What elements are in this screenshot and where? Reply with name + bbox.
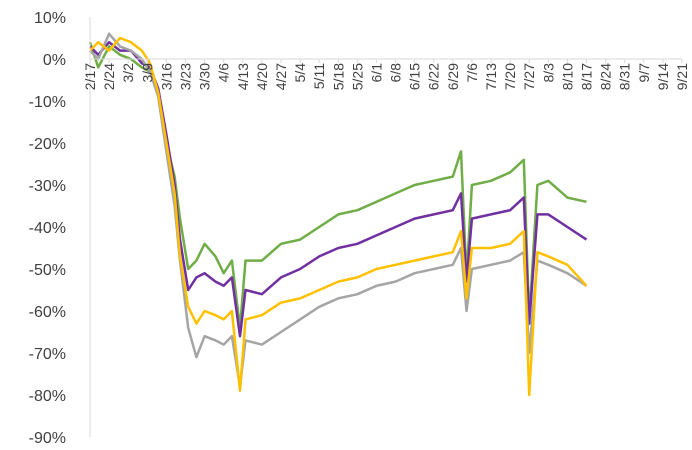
x-tick-label: 7/13 (483, 63, 499, 90)
axes-layer: 10% 0% -10% -20% -30% -40% -50% -60% -70% -80% -90… (29, 10, 690, 447)
x-tick-label: 6/1 (368, 63, 384, 83)
x-tick-label: 9/7 (636, 63, 652, 83)
y-tick-label: 10% (34, 10, 66, 27)
y-tick-label: -90% (29, 430, 66, 447)
y-tick-label: -20% (29, 136, 66, 153)
x-tick-label: 6/15 (407, 63, 423, 90)
x-tick-label: 4/20 (254, 63, 270, 90)
x-tick-label: 3/2 (120, 63, 136, 83)
x-tick-label: 4/13 (235, 63, 251, 90)
x-tick-label: 8/3 (540, 63, 556, 83)
x-tick-label: 4/27 (273, 63, 289, 90)
x-tick-label: 3/16 (158, 63, 174, 90)
x-tick-label: 8/31 (617, 63, 633, 90)
y-tick-label: -80% (29, 388, 66, 405)
y-tick-label: -50% (29, 262, 66, 279)
x-tick-label: 2/24 (101, 63, 117, 90)
x-tick-label: 5/18 (330, 63, 346, 90)
x-tick-label: 5/4 (292, 63, 308, 83)
x-tick-label: 7/6 (464, 63, 480, 83)
x-tick-label: 6/8 (388, 63, 404, 83)
x-tick-label: 5/25 (349, 63, 365, 90)
y-tick-label: -40% (29, 220, 66, 237)
x-tick-label: 8/10 (559, 63, 575, 90)
series-line-3 (89, 32, 588, 388)
y-tick-label: 0% (43, 52, 66, 69)
x-tick-label: 9/14 (655, 63, 671, 90)
x-tick-label: 6/22 (426, 63, 442, 90)
x-tick-label: 8/17 (579, 63, 595, 90)
y-tick-label: -60% (29, 304, 66, 321)
x-tick-label: 8/24 (598, 63, 614, 90)
x-tick-label: 7/20 (502, 63, 518, 90)
y-tick-label: -30% (29, 178, 66, 195)
x-tick-label: 3/9 (139, 63, 155, 83)
y-tick-label: -10% (29, 94, 66, 111)
x-tick-label: 9/21 (674, 63, 690, 90)
series-layer (88, 32, 588, 397)
x-tick-label: 4/6 (216, 63, 232, 83)
x-tick-label: 2/17 (82, 63, 98, 90)
x-tick-label: 3/30 (197, 63, 213, 90)
x-tick-label: 3/23 (177, 63, 193, 90)
x-tick-label: 7/27 (521, 63, 537, 90)
x-tick-label: 5/11 (311, 63, 327, 89)
x-tick-label: 6/29 (445, 63, 461, 90)
series-line-4 (89, 36, 588, 397)
y-tick-label: -70% (29, 346, 66, 363)
